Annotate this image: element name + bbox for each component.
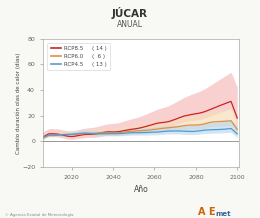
Text: E: E xyxy=(208,207,214,217)
Text: met: met xyxy=(216,211,231,217)
Text: © Agencia Estatal de Meteorología: © Agencia Estatal de Meteorología xyxy=(5,213,74,217)
Text: A: A xyxy=(198,207,205,217)
Legend: RCP8.5     ( 14 ), RCP6.0     (  6 ), RCP4.5     ( 13 ): RCP8.5 ( 14 ), RCP6.0 ( 6 ), RCP4.5 ( 13… xyxy=(47,43,110,70)
Text: ANUAL: ANUAL xyxy=(117,20,143,29)
X-axis label: Año: Año xyxy=(134,185,148,194)
Y-axis label: Cambio duración olas de calor (días): Cambio duración olas de calor (días) xyxy=(15,52,21,154)
Text: JÚCAR: JÚCAR xyxy=(112,7,148,19)
